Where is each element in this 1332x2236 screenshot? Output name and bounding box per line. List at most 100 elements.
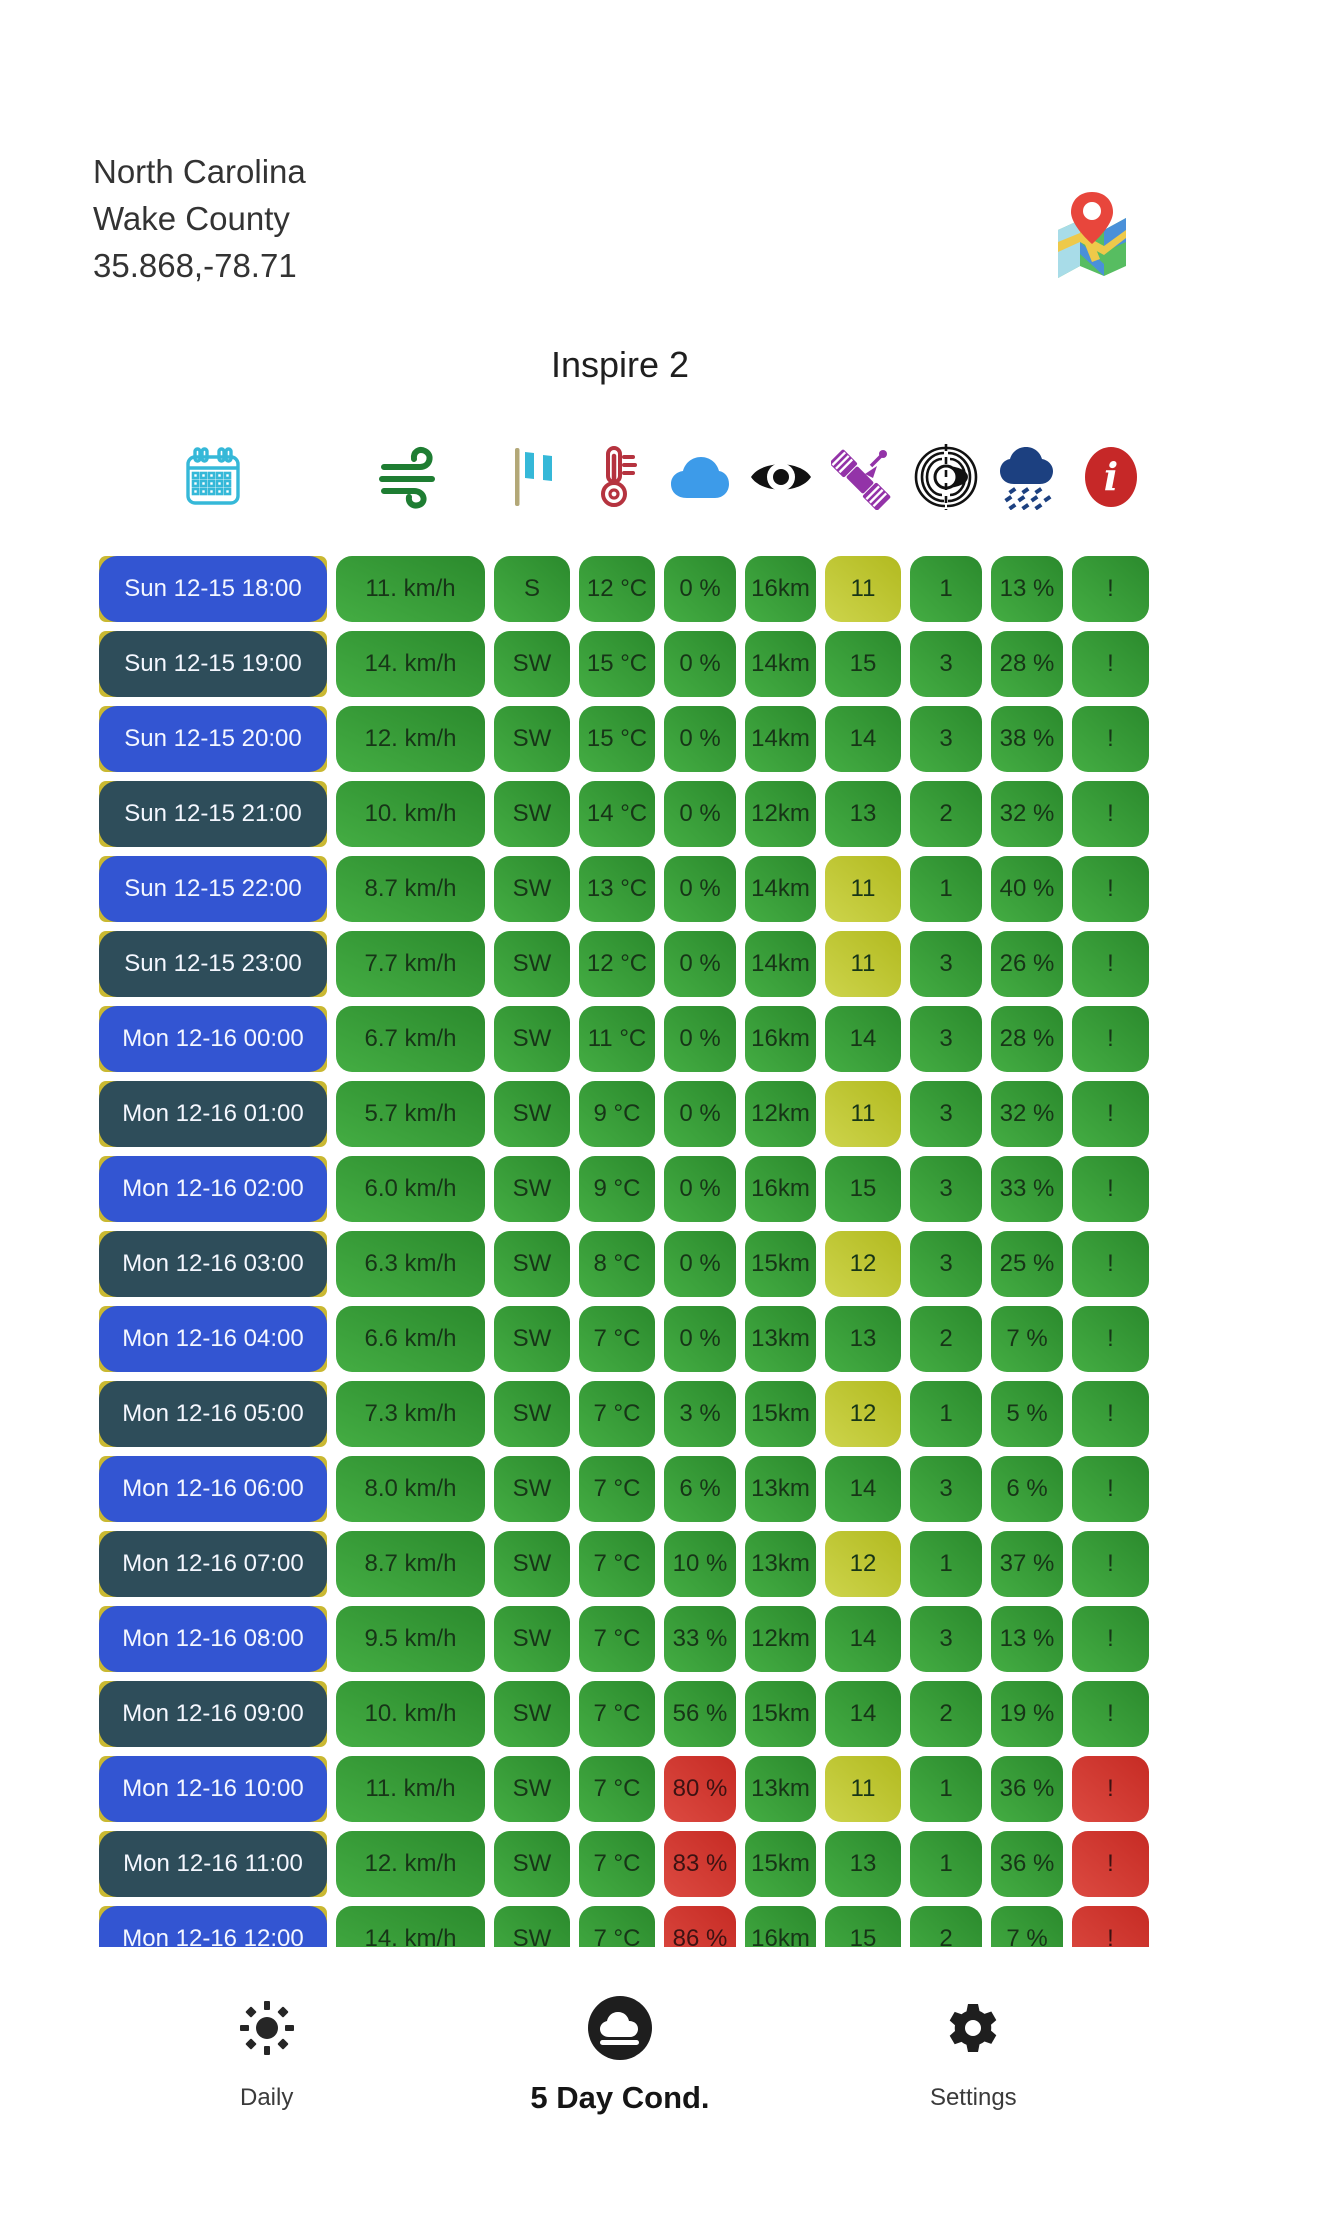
temperature-cell: 12 °C — [579, 931, 655, 997]
temperature-cell: 7 °C — [579, 1606, 655, 1672]
satellites-cell: 15 — [825, 1156, 901, 1222]
table-row[interactable]: Sun 12-15 23:00 7.7 km/h SW 12 °C 0 % 14… — [99, 931, 1150, 997]
satellites-cell: 11 — [825, 1756, 901, 1822]
wind-speed-cell: 6.6 km/h — [336, 1306, 485, 1372]
wind-speed-cell: 6.3 km/h — [336, 1231, 485, 1297]
visibility-cell: 13km — [745, 1306, 816, 1372]
status-cell: ! — [1072, 1681, 1149, 1747]
satellites-cell: 11 — [825, 856, 901, 922]
satellites-cell: 13 — [825, 1831, 901, 1897]
wind-direction-cell: SW — [494, 1531, 570, 1597]
table-row[interactable]: Mon 12-16 10:00 11. km/h SW 7 °C 80 % 13… — [99, 1756, 1150, 1822]
precipitation-cell: 28 % — [991, 631, 1063, 697]
column-header-cloud — [664, 454, 736, 505]
status-cell: ! — [1072, 931, 1149, 997]
precipitation-cell: 36 % — [991, 1756, 1063, 1822]
kp-index-cell: 1 — [910, 1756, 982, 1822]
wind-speed-cell: 8.0 km/h — [336, 1456, 485, 1522]
wind-speed-cell: 11. km/h — [336, 1756, 485, 1822]
satellite-icon — [829, 444, 895, 515]
wind-speed-cell: 12. km/h — [336, 1831, 485, 1897]
satellites-cell: 14 — [825, 1681, 901, 1747]
temperature-cell: 14 °C — [579, 781, 655, 847]
time-label: Mon 12-16 07:00 — [122, 1550, 304, 1577]
cloud-cover-cell: 0 % — [664, 856, 736, 922]
wind-direction-cell: SW — [494, 781, 570, 847]
table-row[interactable]: Mon 12-16 00:00 6.7 km/h SW 11 °C 0 % 16… — [99, 1006, 1150, 1072]
table-row[interactable]: Mon 12-16 07:00 8.7 km/h SW 7 °C 10 % 13… — [99, 1531, 1150, 1597]
time-label: Mon 12-16 03:00 — [122, 1250, 304, 1277]
wind-direction-cell: SW — [494, 1456, 570, 1522]
time-label: Mon 12-16 06:00 — [122, 1475, 304, 1502]
map-button[interactable] — [1046, 186, 1134, 286]
bottom-navigation: Daily 5 Day Cond. Settings — [90, 1988, 1150, 2158]
cloud-cover-cell: 86 % — [664, 1906, 736, 1947]
table-row[interactable]: Mon 12-16 12:00 14. km/h SW 7 °C 86 % 16… — [99, 1906, 1150, 1947]
thermometer-icon — [591, 443, 643, 516]
visibility-cell: 15km — [745, 1381, 816, 1447]
kp-index-cell: 3 — [910, 1081, 982, 1147]
table-row[interactable]: Sun 12-15 18:00 11. km/h S 12 °C 0 % 16k… — [99, 556, 1150, 622]
wind-speed-cell: 6.0 km/h — [336, 1156, 485, 1222]
wind-direction-cell: S — [494, 556, 570, 622]
table-row[interactable]: Mon 12-16 08:00 9.5 km/h SW 7 °C 33 % 12… — [99, 1606, 1150, 1672]
visibility-cell: 16km — [745, 1156, 816, 1222]
wind-direction-cell: SW — [494, 706, 570, 772]
column-header-temperature — [579, 443, 655, 516]
time-cell: Mon 12-16 06:00 — [99, 1456, 327, 1522]
visibility-cell: 12km — [745, 1081, 816, 1147]
wind-speed-cell: 8.7 km/h — [336, 856, 485, 922]
column-header-status: i — [1072, 445, 1149, 514]
time-cell: Mon 12-16 07:00 — [99, 1531, 327, 1597]
time-cell: Mon 12-16 01:00 — [99, 1081, 327, 1147]
nav-five-day-conditions[interactable]: 5 Day Cond. — [443, 1988, 796, 2158]
table-row[interactable]: Mon 12-16 01:00 5.7 km/h SW 9 °C 0 % 12k… — [99, 1081, 1150, 1147]
table-row[interactable]: Mon 12-16 03:00 6.3 km/h SW 8 °C 0 % 15k… — [99, 1231, 1150, 1297]
temperature-cell: 15 °C — [579, 631, 655, 697]
status-cell: ! — [1072, 1831, 1149, 1897]
visibility-cell: 15km — [745, 1231, 816, 1297]
table-row[interactable]: Mon 12-16 02:00 6.0 km/h SW 9 °C 0 % 16k… — [99, 1156, 1150, 1222]
temperature-cell: 7 °C — [579, 1831, 655, 1897]
cloud-circle-icon — [585, 1988, 655, 2068]
time-label: Sun 12-15 18:00 — [124, 575, 302, 602]
visibility-eye-icon — [748, 454, 814, 505]
time-label: Mon 12-16 00:00 — [122, 1025, 304, 1052]
cloud-cover-cell: 0 % — [664, 931, 736, 997]
table-row[interactable]: Mon 12-16 11:00 12. km/h SW 7 °C 83 % 15… — [99, 1831, 1150, 1897]
table-row[interactable]: Mon 12-16 05:00 7.3 km/h SW 7 °C 3 % 15k… — [99, 1381, 1150, 1447]
temperature-cell: 9 °C — [579, 1081, 655, 1147]
map-icon — [1046, 192, 1134, 289]
gear-icon — [945, 1988, 1001, 2068]
time-label: Mon 12-16 10:00 — [122, 1775, 304, 1802]
temperature-cell: 11 °C — [579, 1006, 655, 1072]
cloud-cover-cell: 0 % — [664, 556, 736, 622]
wind-direction-cell: SW — [494, 631, 570, 697]
nav-settings[interactable]: Settings — [797, 1988, 1150, 2158]
status-cell: ! — [1072, 631, 1149, 697]
wind-speed-cell: 7.7 km/h — [336, 931, 485, 997]
time-label: Mon 12-16 02:00 — [122, 1175, 304, 1202]
time-cell: Mon 12-16 09:00 — [99, 1681, 327, 1747]
precipitation-cell: 33 % — [991, 1156, 1063, 1222]
wind-direction-flag-icon — [505, 444, 559, 515]
table-row[interactable]: Mon 12-16 04:00 6.6 km/h SW 7 °C 0 % 13k… — [99, 1306, 1150, 1372]
table-row[interactable]: Sun 12-15 22:00 8.7 km/h SW 13 °C 0 % 14… — [99, 856, 1150, 922]
precipitation-cell: 32 % — [991, 1081, 1063, 1147]
nav-five-day-label: 5 Day Cond. — [530, 2080, 710, 2115]
visibility-cell: 13km — [745, 1531, 816, 1597]
location-block: North Carolina Wake County 35.868,-78.71 — [93, 148, 306, 289]
table-row[interactable]: Mon 12-16 09:00 10. km/h SW 7 °C 56 % 15… — [99, 1681, 1150, 1747]
time-label: Mon 12-16 01:00 — [122, 1100, 304, 1127]
table-row[interactable]: Sun 12-15 21:00 10. km/h SW 14 °C 0 % 12… — [99, 781, 1150, 847]
time-cell: Mon 12-16 00:00 — [99, 1006, 327, 1072]
table-row[interactable]: Sun 12-15 19:00 14. km/h SW 15 °C 0 % 14… — [99, 631, 1150, 697]
table-row[interactable]: Sun 12-15 20:00 12. km/h SW 15 °C 0 % 14… — [99, 706, 1150, 772]
status-cell: ! — [1072, 1306, 1149, 1372]
kp-index-cell: 1 — [910, 556, 982, 622]
wind-speed-cell: 10. km/h — [336, 781, 485, 847]
nav-settings-label: Settings — [929, 2084, 1017, 2111]
time-cell: Sun 12-15 22:00 — [99, 856, 327, 922]
table-row[interactable]: Mon 12-16 06:00 8.0 km/h SW 7 °C 6 % 13k… — [99, 1456, 1150, 1522]
nav-daily[interactable]: Daily — [90, 1988, 443, 2158]
